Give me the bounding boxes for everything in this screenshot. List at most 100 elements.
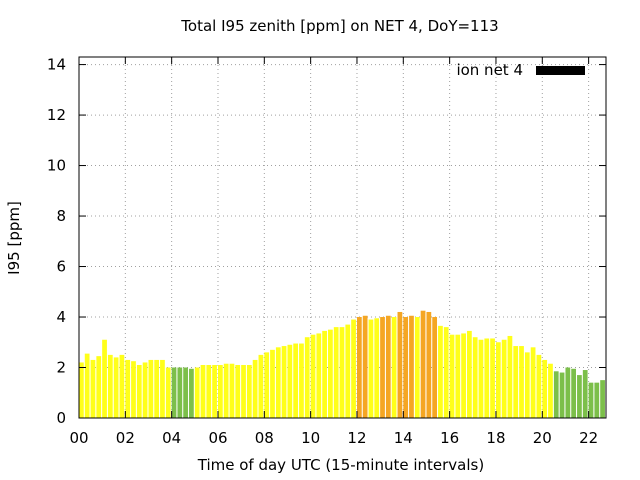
bar xyxy=(217,364,223,418)
bar xyxy=(119,354,125,418)
bar xyxy=(206,364,212,418)
bar xyxy=(542,359,548,418)
bar xyxy=(495,342,501,418)
x-tick-label: 00 xyxy=(69,429,88,447)
bar xyxy=(467,330,472,418)
bar xyxy=(345,324,351,418)
bar xyxy=(339,327,345,418)
x-tick-label: 16 xyxy=(440,429,459,447)
bar xyxy=(548,363,553,418)
x-tick-label: 06 xyxy=(208,429,227,447)
bar xyxy=(507,335,513,418)
y-axis-label: I95 [ppm] xyxy=(5,201,23,275)
bar xyxy=(455,334,461,418)
bar xyxy=(600,380,605,418)
bar xyxy=(380,317,385,418)
bar xyxy=(252,359,258,418)
bar xyxy=(275,347,281,418)
bar xyxy=(391,317,397,418)
bar xyxy=(270,349,275,418)
bar xyxy=(501,339,507,418)
bar xyxy=(461,333,466,418)
bar xyxy=(594,382,600,418)
bar xyxy=(189,368,194,418)
bar xyxy=(530,347,536,418)
y-tick-label: 0 xyxy=(56,409,66,427)
y-tick-label: 2 xyxy=(56,359,66,377)
bar xyxy=(229,363,235,418)
bar xyxy=(223,363,229,418)
bar xyxy=(438,325,443,418)
bar xyxy=(246,364,252,418)
bar xyxy=(443,327,449,418)
bar xyxy=(432,317,438,418)
bar xyxy=(565,367,571,418)
bar xyxy=(385,315,391,418)
x-tick-label: 10 xyxy=(301,429,320,447)
bar xyxy=(362,315,368,418)
bar xyxy=(212,364,217,418)
bar xyxy=(171,367,177,418)
bar xyxy=(426,311,432,418)
bar xyxy=(90,359,96,418)
legend: ion net 4 xyxy=(456,61,585,79)
bar xyxy=(241,364,246,418)
bar xyxy=(281,346,287,418)
x-tick-label: 14 xyxy=(394,429,413,447)
bar xyxy=(374,318,380,418)
chart-title: Total I95 zenith [ppm] on NET 4, DoY=113 xyxy=(180,17,498,35)
bar xyxy=(235,364,241,418)
bar xyxy=(420,310,426,418)
legend-label: ion net 4 xyxy=(456,61,523,79)
bar xyxy=(113,357,119,418)
bar xyxy=(142,362,148,418)
bar xyxy=(125,359,131,418)
x-tick-label: 08 xyxy=(255,429,274,447)
bar xyxy=(310,334,316,418)
bar xyxy=(131,361,136,418)
bar xyxy=(524,352,530,418)
bar xyxy=(293,343,299,418)
bar xyxy=(96,356,102,418)
bar xyxy=(559,372,565,418)
bar xyxy=(107,354,113,418)
bar xyxy=(478,339,484,418)
bar xyxy=(299,343,304,418)
bar xyxy=(287,344,293,418)
bar xyxy=(194,367,200,418)
bar xyxy=(264,352,270,418)
y-tick-label: 10 xyxy=(47,157,66,175)
bar xyxy=(148,359,154,418)
bar xyxy=(304,337,310,418)
x-axis-label: Time of day UTC (15-minute intervals) xyxy=(197,456,484,474)
x-tick-label: 20 xyxy=(533,429,552,447)
bar xyxy=(397,311,403,418)
bar xyxy=(177,367,183,418)
bar xyxy=(577,375,582,418)
bar xyxy=(160,359,165,418)
bar xyxy=(582,370,588,418)
bar xyxy=(490,338,495,418)
bar xyxy=(484,338,490,418)
bar xyxy=(165,367,171,418)
bar xyxy=(414,317,420,418)
x-tick-label: 04 xyxy=(162,429,181,447)
bar xyxy=(356,317,362,418)
bar xyxy=(403,317,409,418)
bar xyxy=(154,359,160,418)
bar xyxy=(79,362,84,418)
bar xyxy=(258,354,264,418)
bars xyxy=(79,310,605,418)
bar xyxy=(136,364,142,418)
bar xyxy=(571,368,577,418)
bar xyxy=(409,315,414,418)
plot-frame xyxy=(78,56,607,419)
x-tick-label: 02 xyxy=(116,429,135,447)
y-tick-label: 12 xyxy=(47,106,66,124)
bar xyxy=(472,337,478,418)
grid xyxy=(79,57,606,418)
bar xyxy=(200,364,206,418)
bar xyxy=(588,382,594,418)
